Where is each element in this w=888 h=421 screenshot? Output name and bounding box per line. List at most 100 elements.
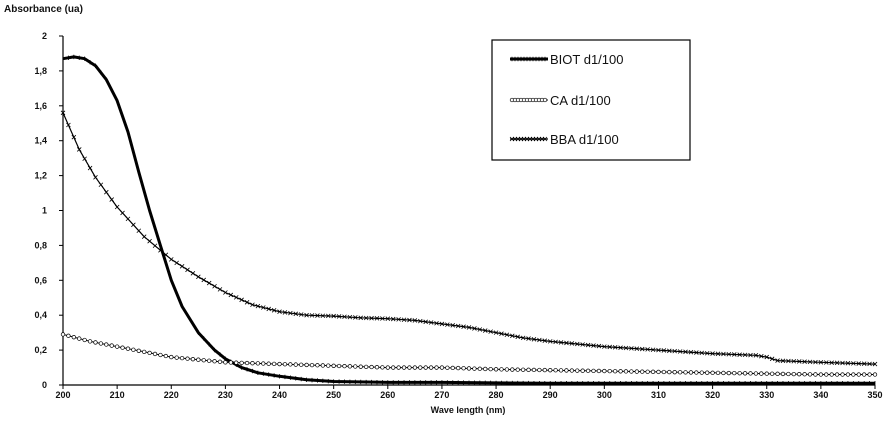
series-marker-ca	[564, 368, 569, 373]
series-marker-ca	[764, 371, 769, 376]
series-marker-ca	[759, 371, 764, 376]
series-marker-bba	[807, 359, 813, 365]
series-marker-ca	[618, 369, 623, 374]
series-marker-ca	[336, 363, 342, 369]
series-marker-bba	[185, 267, 190, 273]
series-marker-bba	[304, 312, 309, 318]
series-marker-bba	[120, 210, 125, 216]
series-marker-bba	[823, 360, 829, 365]
series-marker-bba	[250, 302, 255, 308]
series-marker-ca	[456, 365, 461, 371]
series-marker-bba	[66, 122, 71, 128]
series-marker-bba	[152, 243, 158, 249]
series-marker-bba	[320, 313, 326, 319]
series-marker-ca	[483, 366, 488, 372]
series-marker-ca	[196, 357, 201, 362]
series-marker-bba	[656, 347, 661, 353]
y-tick-label: 0,4	[34, 310, 47, 320]
series-marker-bba	[775, 358, 780, 363]
x-ticks: 200 210 220 230 240 250 260 270 280 290 300 310 320 3…	[55, 385, 883, 400]
series-marker-bba	[347, 314, 353, 320]
series-marker-bba	[76, 147, 82, 152]
series-marker-bba	[374, 316, 380, 321]
series-marker-ca	[179, 355, 185, 361]
series-marker-bba	[147, 238, 152, 244]
series-marker-ca	[531, 367, 537, 373]
series-marker-bba	[585, 342, 591, 348]
series-marker-ca	[190, 357, 196, 362]
series-marker-ca	[309, 362, 315, 368]
series-marker-bba	[694, 350, 699, 355]
series-marker-bba	[677, 349, 683, 354]
series-marker-bba	[796, 359, 802, 364]
series-marker-ca	[374, 365, 380, 370]
series-marker-ca	[428, 365, 434, 370]
series-marker-bba	[472, 326, 477, 331]
series-marker-bba	[537, 337, 542, 343]
series-marker-bba	[737, 352, 742, 357]
legend-label-bba: BBA d1/100	[550, 132, 619, 147]
series-marker-bba	[114, 204, 120, 210]
x-tick-label: 310	[651, 390, 666, 400]
legend-label-ca: CA d1/100	[550, 93, 611, 108]
series-marker-ca	[423, 365, 428, 370]
series-marker-ca	[125, 346, 131, 351]
x-tick-label: 280	[489, 390, 504, 400]
y-tick-label: 1,8	[34, 66, 47, 76]
series-marker-bba	[82, 156, 87, 162]
axes	[62, 36, 875, 386]
series-marker-bba	[228, 292, 234, 298]
series-marker-ca	[282, 362, 288, 367]
legend: BIOT d1/100 CA d1/100 BBA d1/100	[491, 39, 691, 161]
series-marker-ca	[212, 359, 217, 364]
series-marker-bba	[510, 333, 515, 339]
y-tick-label: 0	[42, 380, 47, 390]
x-tick-label: 320	[705, 390, 720, 400]
series-marker-ca	[369, 364, 374, 370]
series-marker-bba	[731, 352, 737, 357]
series-marker-ca	[331, 363, 336, 368]
series-marker-ca	[163, 353, 169, 359]
series-marker-ca	[434, 365, 439, 370]
series-marker-bba	[542, 338, 548, 343]
series-marker-bba	[547, 339, 553, 344]
series-marker-bba	[158, 248, 163, 253]
series-marker-bba	[206, 280, 212, 286]
series-marker-ca	[223, 360, 228, 365]
series-marker-ca	[834, 372, 840, 377]
series-marker-bba	[721, 351, 726, 357]
series-marker-ca	[120, 345, 125, 350]
series-marker-bba	[417, 318, 423, 324]
series-marker-ca	[152, 351, 158, 357]
series-marker-ca	[347, 364, 353, 369]
series-marker-bba	[428, 320, 434, 325]
y-tick-label: 0,6	[34, 275, 47, 285]
series-marker-bba	[704, 350, 710, 356]
series-marker-bba	[450, 323, 456, 328]
series-marker-ca	[575, 368, 580, 373]
series-marker-ca	[239, 360, 244, 365]
series-marker-ca	[104, 342, 109, 347]
series-marker-bba	[488, 329, 493, 334]
series-marker-bba	[574, 341, 580, 347]
x-axis-label: Wave length (nm)	[431, 405, 506, 415]
series-marker-ca	[872, 372, 878, 377]
series-marker-bba	[174, 260, 179, 266]
series-marker-ca	[769, 371, 775, 376]
series-marker-bba	[293, 311, 299, 317]
y-tick-label: 1,4	[34, 136, 47, 146]
series-marker-ca	[705, 370, 710, 375]
series-marker-ca	[802, 372, 807, 377]
series-marker-bba	[196, 274, 201, 280]
series-marker-bba	[131, 222, 136, 228]
x-tick-label: 300	[597, 390, 612, 400]
series-marker-ca	[207, 358, 212, 363]
y-tick-label: 0,2	[34, 345, 47, 355]
series-marker-ca	[450, 365, 455, 371]
series-marker-ca	[510, 367, 515, 372]
series-marker-ca	[109, 343, 114, 348]
x-tick-label: 270	[434, 390, 449, 400]
x-tick-label: 250	[326, 390, 341, 400]
series-marker-bba	[596, 343, 602, 349]
series-marker-ca	[786, 371, 791, 377]
